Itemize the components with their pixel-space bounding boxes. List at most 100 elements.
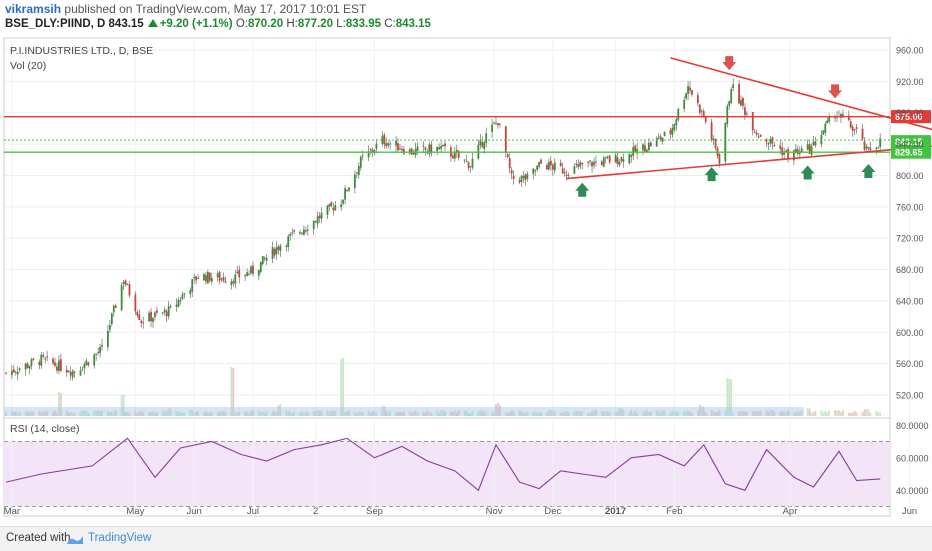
candle-body xyxy=(195,276,198,281)
volume-bar xyxy=(497,402,499,416)
volume-bar xyxy=(156,411,158,416)
candle-body xyxy=(44,358,47,360)
candle-body xyxy=(401,148,403,151)
candle-body xyxy=(781,147,784,155)
volume-bar xyxy=(600,410,603,416)
candle-body xyxy=(865,146,868,149)
volume-bar xyxy=(238,411,241,416)
volume-bar xyxy=(861,411,864,416)
volume-bar xyxy=(726,378,729,416)
time-axis-tick: Jul xyxy=(247,506,259,517)
volume-bar xyxy=(16,412,19,416)
volume-bar xyxy=(642,412,644,416)
candle-body xyxy=(332,207,335,211)
volume-bar xyxy=(812,411,815,416)
candle-body xyxy=(518,180,521,183)
candle-body xyxy=(87,362,90,366)
candle-body xyxy=(469,166,472,168)
price-axis-badge xyxy=(891,145,931,159)
volume-bar xyxy=(110,411,113,416)
candle-body xyxy=(810,146,813,155)
candle-body xyxy=(673,123,676,131)
volume-bar xyxy=(808,408,811,416)
candle-body xyxy=(224,281,227,283)
candle-body xyxy=(714,138,717,148)
candle-body xyxy=(326,205,329,216)
volume-bar xyxy=(52,412,54,416)
author-link[interactable]: vikramsih xyxy=(5,2,62,16)
volume-bar xyxy=(773,410,776,416)
volume-bar xyxy=(289,410,292,416)
price-axis-badge-label: 843.15 xyxy=(895,137,923,147)
candle-body xyxy=(220,278,223,280)
rsi-axis-tick: 80.0000 xyxy=(896,421,929,431)
volume-bar xyxy=(140,411,143,416)
candle-body xyxy=(163,309,166,313)
candle-body xyxy=(573,166,576,174)
volume-bar xyxy=(328,412,331,416)
volume-bar xyxy=(732,412,735,416)
volume-bar xyxy=(216,411,219,416)
volume-bar xyxy=(426,410,429,416)
volume-bar xyxy=(397,411,399,416)
candle-body xyxy=(712,138,715,140)
volume-bar xyxy=(849,412,852,416)
candle-body xyxy=(277,246,280,250)
candle-body xyxy=(353,174,356,188)
candle-body xyxy=(275,247,278,255)
volume-bar xyxy=(430,412,433,416)
price-axis-tick: 720.00 xyxy=(896,234,924,244)
rsi-line xyxy=(5,437,881,492)
high-value: 877.20 xyxy=(297,18,334,30)
candle-body xyxy=(683,99,686,109)
volume-bar xyxy=(669,412,672,416)
volume-bar xyxy=(522,412,525,416)
volume-bar xyxy=(387,412,390,416)
volume-bar xyxy=(820,410,823,416)
candle-body xyxy=(367,151,370,158)
volume-bar xyxy=(436,410,439,416)
candle-body xyxy=(259,261,262,273)
last-price: 843.15 xyxy=(108,18,144,30)
candle-body xyxy=(702,111,705,117)
volume-bar xyxy=(197,410,199,416)
candle-body xyxy=(30,359,33,366)
volume-bar xyxy=(573,411,576,416)
candle-body xyxy=(371,149,374,152)
volume-bar xyxy=(538,412,541,416)
symbol-label[interactable]: BSE_DLY:PIIND, D xyxy=(5,18,106,30)
candle-body xyxy=(855,127,858,129)
candle-body xyxy=(875,147,878,150)
candle-body xyxy=(206,271,209,284)
volume-bar xyxy=(326,410,329,416)
volume-bar xyxy=(59,393,62,416)
high-label: H: xyxy=(286,18,298,30)
volume-bar xyxy=(587,412,590,416)
price-axis-tick: 600.00 xyxy=(896,328,924,338)
volume-bar xyxy=(10,411,13,416)
candle-body xyxy=(740,99,742,106)
candle-body xyxy=(79,370,82,376)
volume-bar xyxy=(559,412,562,416)
tradingview-brand-link[interactable]: TradingView xyxy=(88,532,152,544)
price-axis-tick: 680.00 xyxy=(896,265,924,275)
volume-bar xyxy=(210,411,213,416)
candle-body xyxy=(246,272,248,276)
candle-body xyxy=(128,284,131,296)
candle-body xyxy=(312,220,315,230)
candle-body xyxy=(257,269,260,276)
candle-body xyxy=(383,134,386,145)
volume-bar xyxy=(491,412,493,416)
volume-bar xyxy=(663,410,666,416)
candle-body xyxy=(69,372,72,376)
volume-bar xyxy=(863,409,866,416)
volume-bar xyxy=(38,411,41,416)
candle-body xyxy=(108,325,111,330)
candle-body xyxy=(216,273,219,278)
candle-body xyxy=(416,146,419,151)
price-axis-tick: 880.00 xyxy=(896,108,924,118)
candle-body xyxy=(120,285,123,311)
candle-body xyxy=(140,320,143,323)
volume-bar xyxy=(79,411,82,416)
